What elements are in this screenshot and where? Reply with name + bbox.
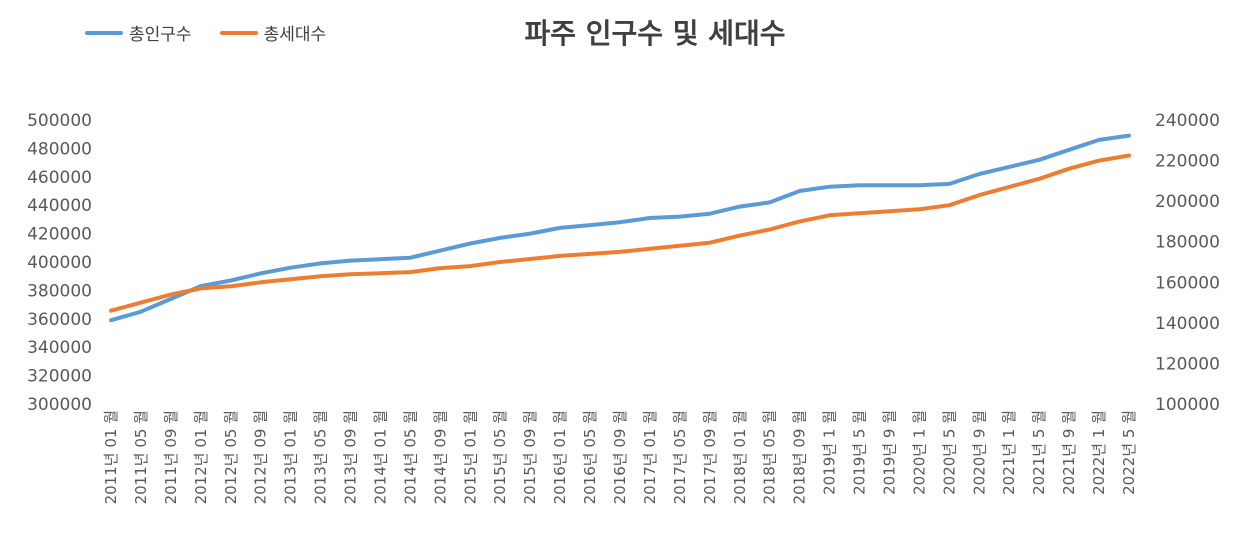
x-tick-label: 2021년 1 월 — [1000, 410, 1018, 495]
x-tick-label: 2022년 1 월 — [1090, 410, 1108, 495]
legend-label-population: 총인구수 — [129, 25, 192, 45]
x-tick-label: 2022년 5 월 — [1120, 410, 1138, 495]
x-tick-label: 2019년 9 월 — [880, 410, 898, 495]
y-axis-right: 240000 220000 200000 180000 160000 140000 1200… — [1155, 111, 1220, 415]
x-tick-label: 2016년 09 월 — [611, 410, 629, 504]
y-right-tick-label: 160000 — [1155, 273, 1220, 293]
y-left-tick-label: 460000 — [27, 168, 92, 188]
x-tick-label: 2018년 09 월 — [791, 410, 809, 504]
x-tick-label: 2019년 1 월 — [821, 410, 839, 495]
x-tick-label: 2016년 01 월 — [551, 410, 569, 504]
x-tick-label: 2020년 5 월 — [940, 410, 958, 495]
x-tick-label: 2013년 05 월 — [312, 410, 330, 504]
legend-item-population: 총인구수 — [85, 20, 192, 45]
x-tick-label: 2019년 5 월 — [851, 410, 869, 495]
y-right-tick-label: 220000 — [1155, 152, 1220, 172]
x-tick-label: 2020년 9 월 — [970, 410, 988, 495]
x-tick-label: 2017년 01 월 — [641, 410, 659, 504]
x-tick-label: 2021년 5 월 — [1030, 410, 1048, 495]
x-tick-label: 2012년 09 월 — [252, 410, 270, 504]
legend-swatch-population — [85, 30, 123, 35]
x-tick-label: 2014년 09 월 — [431, 410, 449, 504]
plot-area — [109, 133, 1131, 323]
x-tick-label: 2014년 01 월 — [371, 410, 389, 504]
y-left-tick-label: 420000 — [27, 225, 92, 245]
y-left-tick-label: 300000 — [27, 395, 92, 415]
y-left-tick-label: 340000 — [27, 338, 92, 358]
x-tick-label: 2013년 09 월 — [342, 410, 360, 504]
y-left-tick-label: 400000 — [27, 253, 92, 273]
y-right-tick-label: 100000 — [1155, 395, 1220, 415]
x-tick-label: 2017년 05 월 — [671, 410, 689, 504]
x-tick-label: 2021년 9 월 — [1060, 410, 1078, 495]
y-right-tick-label: 140000 — [1155, 314, 1220, 334]
y-right-tick-label: 180000 — [1155, 233, 1220, 253]
chart-title: 파주 인구수 및 세대수 — [524, 17, 786, 50]
y-right-tick-label: 120000 — [1155, 354, 1220, 374]
legend-label-households: 총세대수 — [263, 25, 327, 45]
legend-item-households: 총세대수 — [219, 20, 327, 45]
series-line-households — [109, 153, 1131, 313]
y-right-tick-label: 240000 — [1155, 111, 1220, 131]
y-left-tick-label: 360000 — [27, 310, 92, 330]
y-axis-left: 500000 480000 460000 440000 420000 400000 3800… — [27, 111, 92, 415]
x-tick-label: 2018년 01 월 — [731, 410, 749, 504]
x-tick-label: 2013년 01 월 — [282, 410, 300, 504]
series-line-population — [109, 133, 1131, 323]
x-tick-label: 2012년 05 월 — [222, 410, 240, 504]
x-tick-label: 2011년 05 월 — [132, 410, 150, 504]
x-tick-label: 2018년 05 월 — [761, 410, 779, 504]
chart-legend: 총인구수 총세대수 — [85, 20, 354, 45]
y-left-tick-label: 440000 — [27, 196, 92, 216]
x-tick-label: 2014년 05 월 — [401, 410, 419, 504]
legend-swatch-households — [219, 30, 258, 35]
y-left-tick-label: 320000 — [27, 367, 92, 387]
x-tick-label: 2015년 05 월 — [491, 410, 509, 504]
x-tick-label: 2011년 01 월 — [102, 410, 120, 504]
x-tick-label: 2015년 09 월 — [521, 410, 539, 504]
y-left-tick-label: 380000 — [27, 281, 92, 301]
x-tick-label: 2015년 01 월 — [461, 410, 479, 504]
x-tick-label: 2017년 09 월 — [701, 410, 719, 504]
x-tick-label: 2020년 1 월 — [910, 410, 928, 495]
y-left-tick-label: 500000 — [27, 111, 92, 131]
y-right-tick-label: 200000 — [1155, 192, 1220, 212]
x-tick-label: 2016년 05 월 — [581, 410, 599, 504]
x-tick-label: 2012년 01 월 — [192, 410, 210, 504]
y-left-tick-label: 480000 — [27, 139, 92, 159]
x-axis: 2011년 01 월 2011년 05 월 2011년 09 월 2012년 01 월… — [102, 410, 1138, 504]
x-tick-label: 2011년 09 월 — [162, 410, 180, 504]
